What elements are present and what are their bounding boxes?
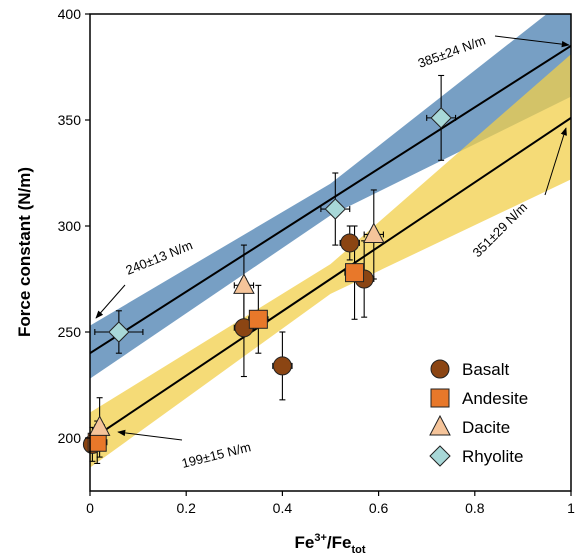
- y-tick-label: 300: [58, 218, 82, 234]
- marker: [108, 321, 130, 343]
- plot-frame: [89, 13, 572, 492]
- marker: [233, 273, 255, 294]
- confidence-band: [90, 54, 571, 468]
- point-layer: [82, 74, 457, 464]
- fit-line: [90, 117, 571, 441]
- legend: Basalt Andesite Dacite Rhyolite: [429, 359, 528, 467]
- x-label-part: /Fe: [327, 533, 352, 552]
- x-tick-label: 0.6: [369, 500, 389, 516]
- confidence-band: [90, 14, 571, 379]
- legend-label: Andesite: [462, 389, 528, 408]
- marker: [345, 263, 365, 283]
- marker: [87, 432, 107, 452]
- marker: [430, 388, 450, 408]
- y-tick-label: 250: [58, 324, 82, 340]
- legend-label: Dacite: [462, 418, 510, 437]
- x-tick-label: 0.2: [176, 500, 196, 516]
- marker: [324, 198, 347, 220]
- annotation-arrow: [95, 284, 126, 319]
- marker: [429, 445, 451, 467]
- marker: [430, 359, 450, 379]
- y-tick-label: 200: [58, 430, 82, 446]
- y-axis-label: Force constant (N/m): [15, 167, 34, 337]
- marker: [88, 415, 111, 436]
- x-label-part: Fe: [295, 533, 315, 552]
- annotation-arrow: [117, 429, 183, 441]
- marker: [248, 309, 268, 329]
- annotation: 199±15 N/m: [180, 439, 252, 471]
- fit-line: [90, 44, 571, 355]
- x-tick-label: 0.8: [465, 500, 485, 516]
- fit-layer: [90, 14, 571, 468]
- marker: [340, 233, 360, 253]
- x-label-sup: 3+: [314, 532, 327, 544]
- annotation: 385±24 N/m: [416, 33, 488, 71]
- x-tick-label: 0.4: [273, 500, 293, 516]
- legend-label: Rhyolite: [462, 447, 523, 466]
- x-axis-label: Fe3+/Fetot: [295, 532, 366, 556]
- y-tick-label: 350: [58, 112, 82, 128]
- annotation-arrow: [494, 35, 570, 48]
- x-tick-label: 1: [567, 500, 575, 516]
- marker: [362, 222, 385, 243]
- marker: [272, 356, 292, 376]
- legend-label: Basalt: [462, 360, 510, 379]
- x-label-sub: tot: [351, 544, 365, 556]
- marker: [430, 107, 452, 129]
- x-tick-label: 0: [86, 500, 94, 516]
- annotation-arrow: [544, 127, 567, 196]
- y-tick-label: 400: [58, 6, 82, 22]
- marker: [429, 414, 451, 436]
